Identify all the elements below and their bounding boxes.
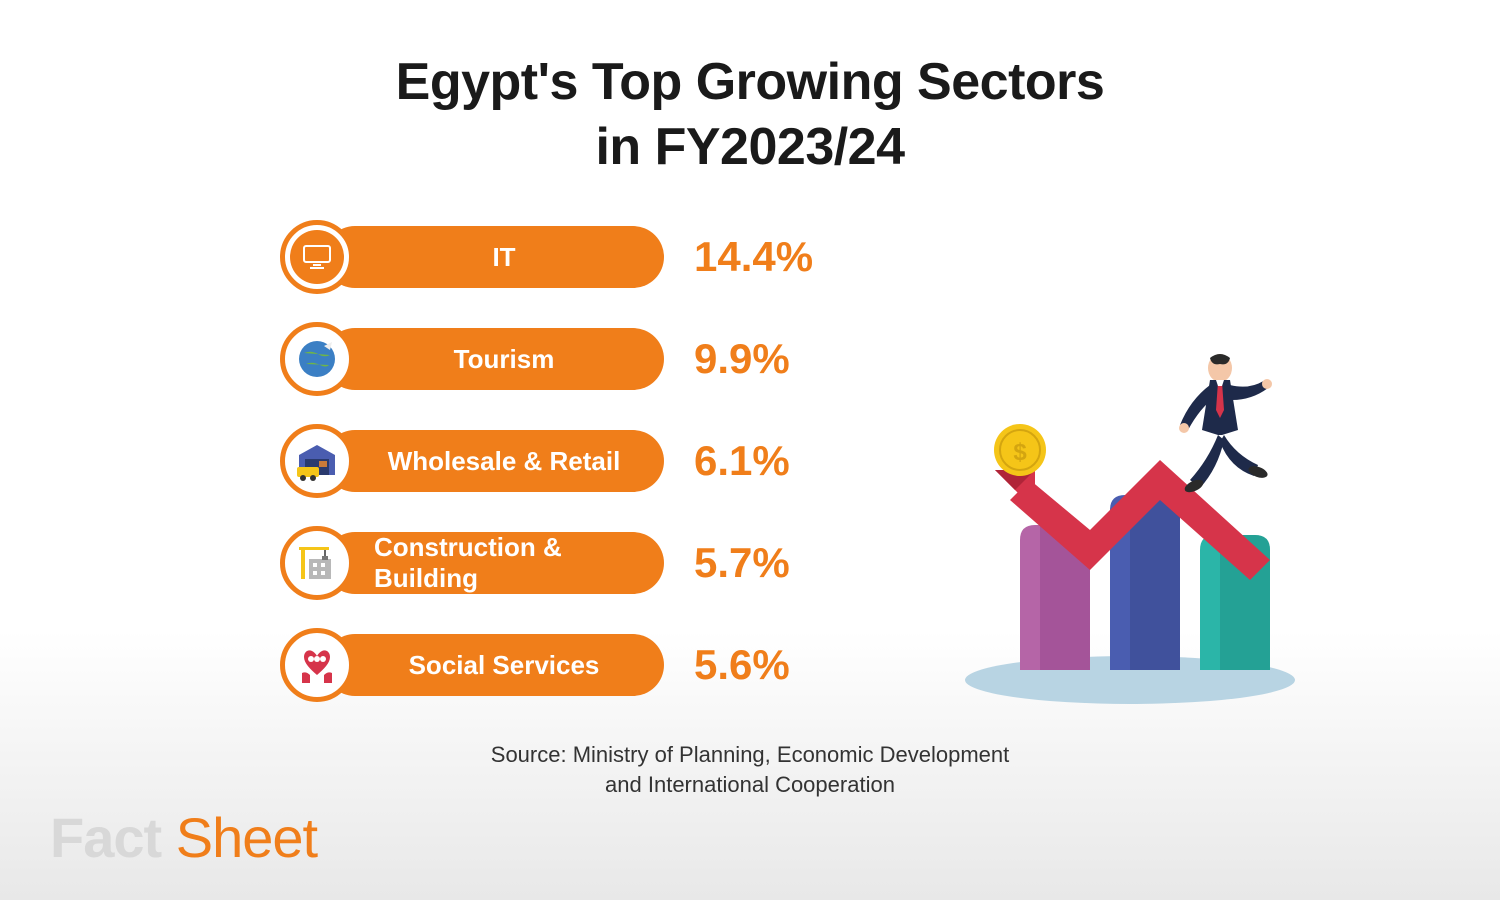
footer-word-2: Sheet bbox=[176, 806, 317, 869]
it-pill: IT bbox=[324, 226, 664, 288]
title-line-2: in FY2023/24 bbox=[0, 115, 1500, 180]
social-value: 5.6% bbox=[694, 641, 790, 689]
sector-label: Tourism bbox=[454, 344, 555, 375]
tourism-value: 9.9% bbox=[694, 335, 790, 383]
sector-label: Wholesale & Retail bbox=[388, 446, 621, 477]
wholesale-value: 6.1% bbox=[694, 437, 790, 485]
source-line-2: and International Cooperation bbox=[0, 770, 1500, 800]
sector-row-social: Social Services 5.6% bbox=[280, 628, 813, 702]
sector-row-tourism: Tourism 9.9% bbox=[280, 322, 813, 396]
warehouse-icon bbox=[290, 434, 344, 488]
page-title: Egypt's Top Growing Sectors in FY2023/24 bbox=[0, 0, 1500, 180]
construction-icon-ring bbox=[280, 526, 354, 600]
social-icon-ring bbox=[280, 628, 354, 702]
sector-row-construction: Construction & Building 5.7% bbox=[280, 526, 813, 600]
title-line-1: Egypt's Top Growing Sectors bbox=[0, 50, 1500, 115]
sector-row-wholesale: Wholesale & Retail 6.1% bbox=[280, 424, 813, 498]
crane-icon bbox=[290, 536, 344, 590]
sector-row-it: IT 14.4% bbox=[280, 220, 813, 294]
footer-word-1: Fact bbox=[50, 806, 161, 869]
wholesale-icon-ring bbox=[280, 424, 354, 498]
construction-pill: Construction & Building bbox=[324, 532, 664, 594]
source-line-1: Source: Ministry of Planning, Economic D… bbox=[0, 740, 1500, 770]
svg-text:$: $ bbox=[1013, 439, 1027, 466]
monitor-icon bbox=[290, 230, 344, 284]
sector-label: Construction & Building bbox=[374, 532, 634, 594]
tourism-icon-ring bbox=[280, 322, 354, 396]
sectors-list: IT 14.4% Tourism 9.9% Wholesale & Re bbox=[280, 220, 813, 730]
globe-icon bbox=[290, 332, 344, 386]
social-pill: Social Services bbox=[324, 634, 664, 696]
footer-brand: Fact Sheet bbox=[50, 805, 317, 870]
heart-hands-icon bbox=[290, 638, 344, 692]
growth-illustration: $ bbox=[960, 340, 1320, 700]
sector-label: IT bbox=[492, 242, 515, 273]
construction-value: 5.7% bbox=[694, 539, 790, 587]
it-icon-ring bbox=[280, 220, 354, 294]
sector-label: Social Services bbox=[409, 650, 600, 681]
it-value: 14.4% bbox=[694, 233, 813, 281]
wholesale-pill: Wholesale & Retail bbox=[324, 430, 664, 492]
source-text: Source: Ministry of Planning, Economic D… bbox=[0, 740, 1500, 799]
tourism-pill: Tourism bbox=[324, 328, 664, 390]
